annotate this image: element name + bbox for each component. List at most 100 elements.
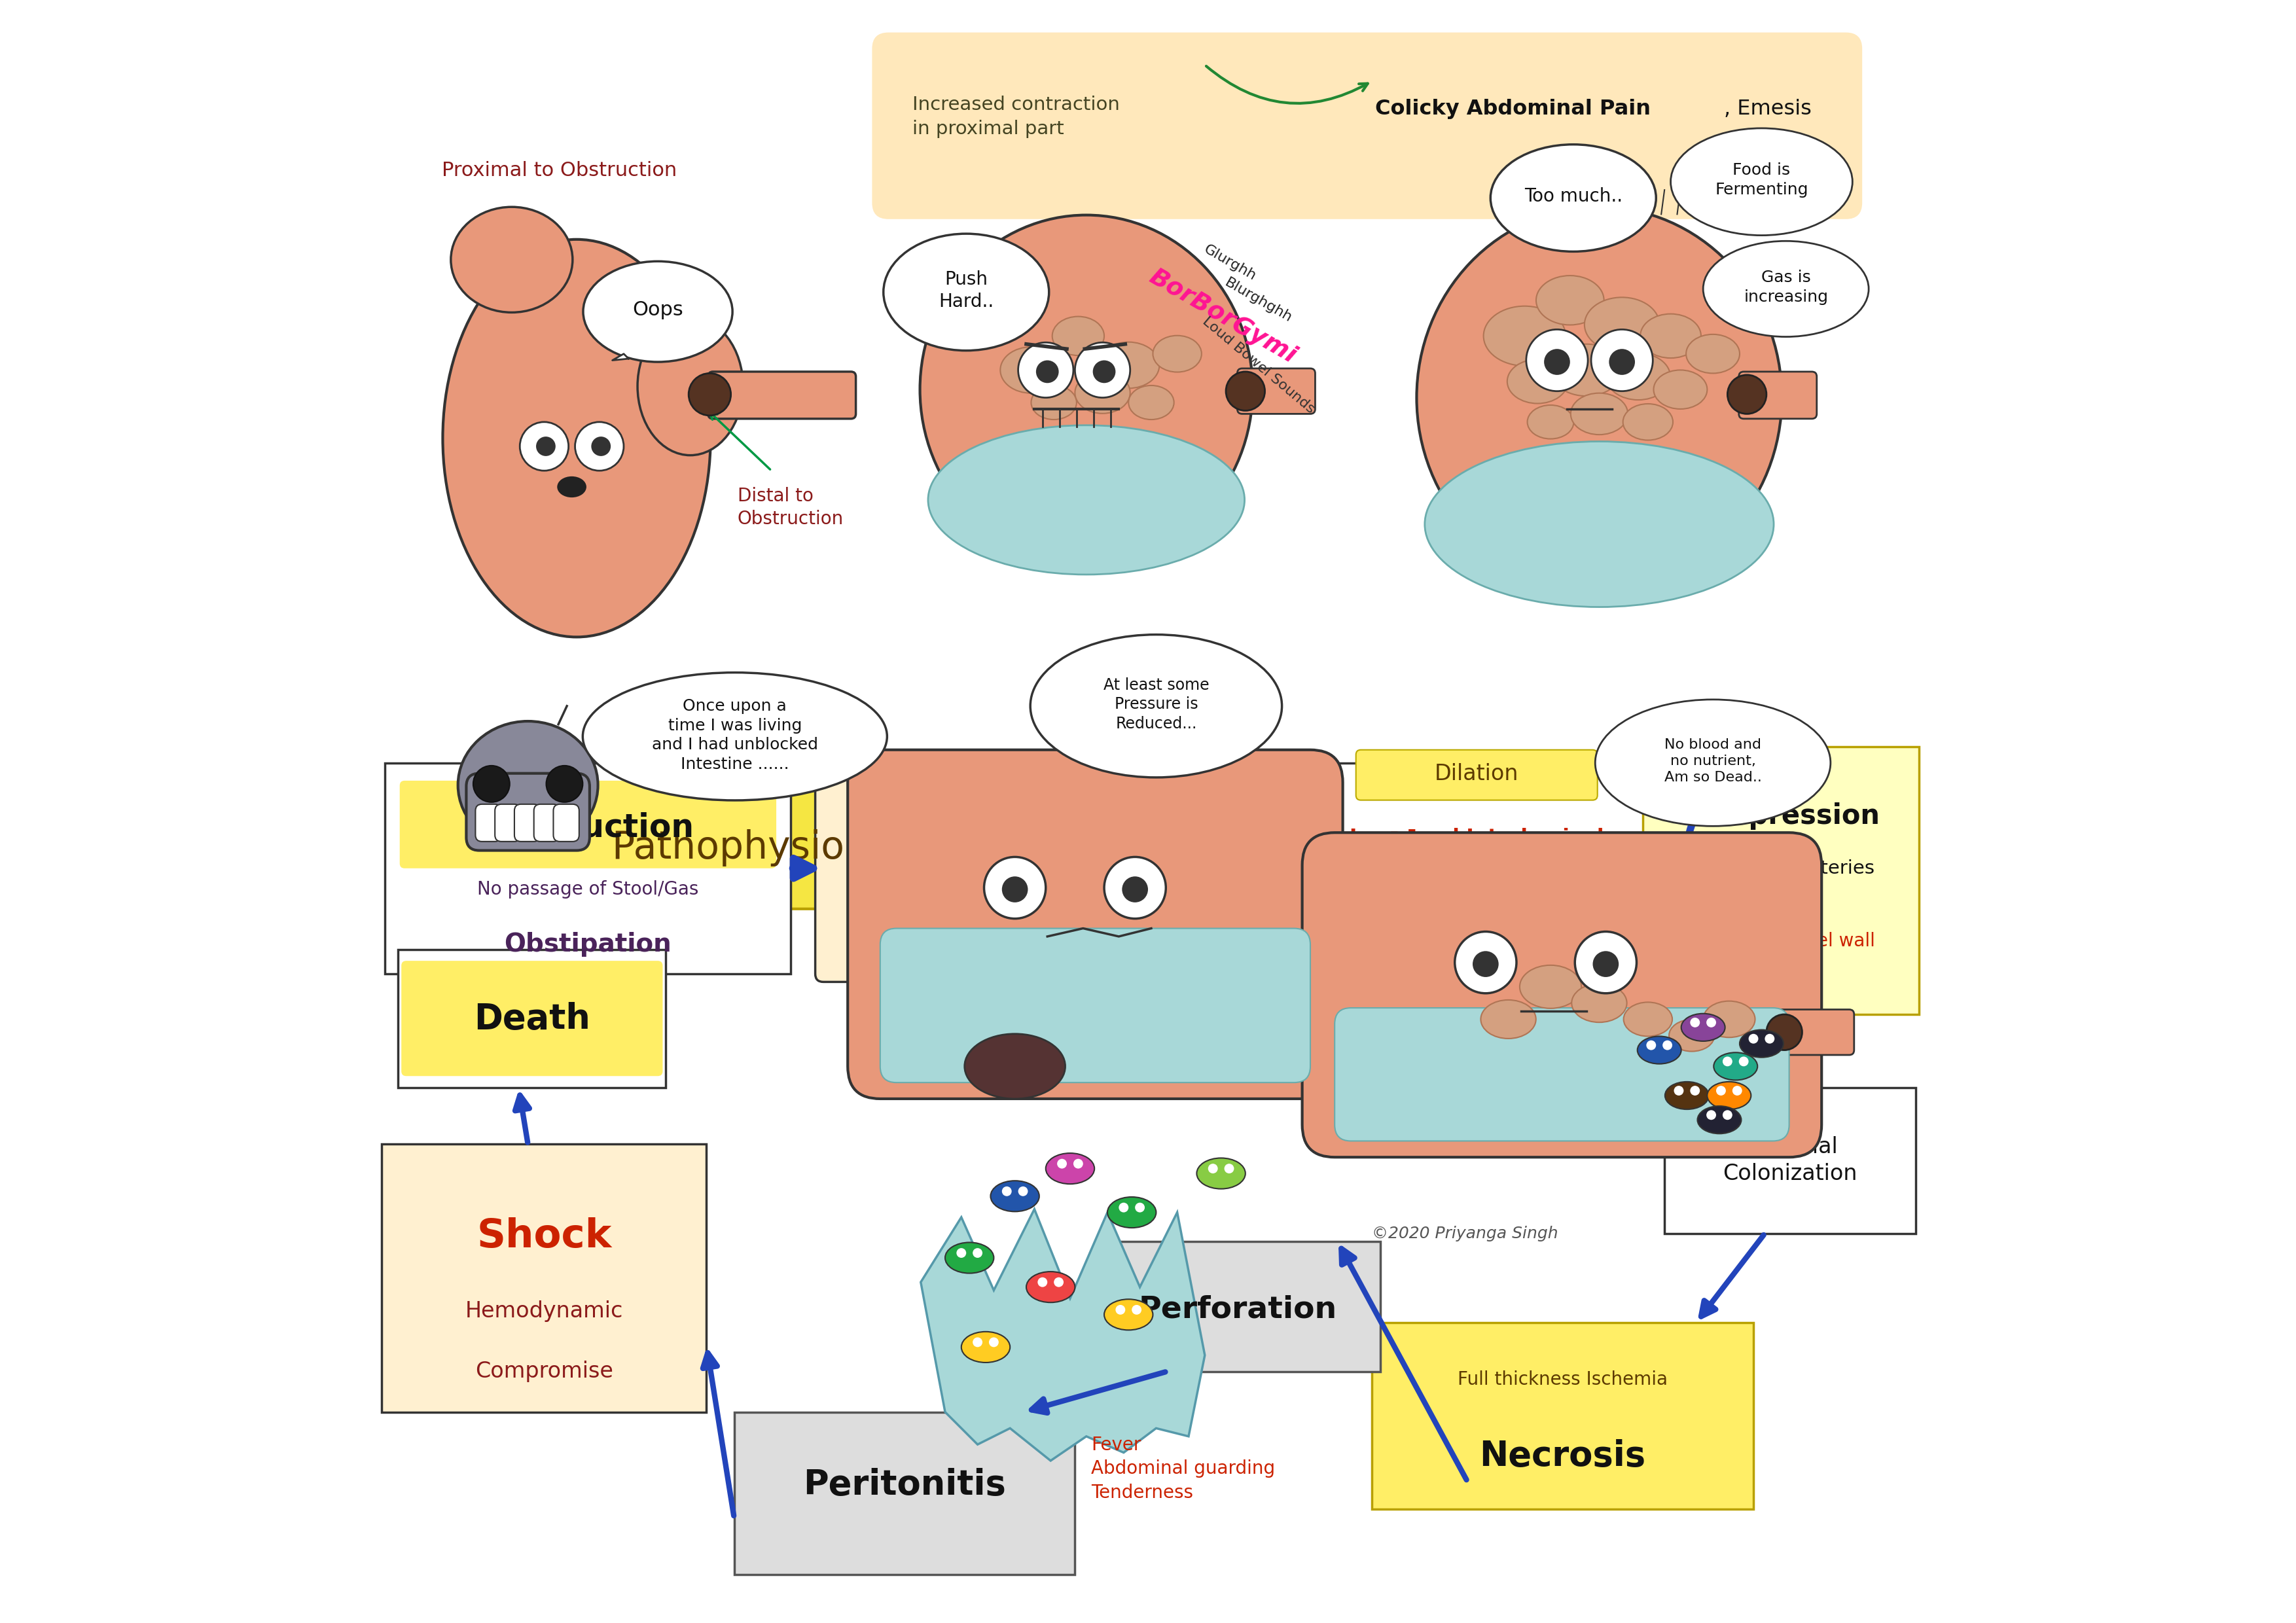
Ellipse shape (1483, 307, 1566, 365)
FancyBboxPatch shape (1238, 368, 1316, 414)
Ellipse shape (1550, 344, 1621, 396)
Circle shape (1075, 342, 1130, 398)
Ellipse shape (1026, 1272, 1075, 1302)
Ellipse shape (1052, 316, 1104, 355)
Circle shape (1722, 1057, 1733, 1066)
Circle shape (1208, 1164, 1217, 1173)
Circle shape (592, 437, 611, 456)
Text: Death: Death (473, 1003, 590, 1035)
Ellipse shape (1740, 1029, 1784, 1058)
Ellipse shape (1685, 334, 1740, 373)
Text: of vein and arteries: of vein and arteries (1688, 859, 1874, 878)
Text: BorBorGymi: BorBorGymi (1146, 265, 1300, 368)
Text: Edema of bowel wall: Edema of bowel wall (1688, 932, 1876, 951)
Text: Necrosis: Necrosis (1479, 1440, 1646, 1472)
Ellipse shape (1031, 386, 1077, 419)
Text: Dilation: Dilation (1435, 763, 1518, 786)
FancyBboxPatch shape (1777, 1010, 1855, 1055)
Ellipse shape (1665, 1083, 1708, 1110)
Text: Compromise: Compromise (475, 1360, 613, 1383)
Circle shape (974, 1337, 983, 1347)
Circle shape (574, 422, 625, 471)
Text: No passage of Stool/Gas: No passage of Stool/Gas (478, 880, 698, 899)
FancyBboxPatch shape (1644, 747, 1919, 1014)
FancyBboxPatch shape (402, 961, 664, 1076)
Circle shape (519, 422, 569, 471)
Ellipse shape (1653, 370, 1708, 409)
Circle shape (1116, 1305, 1125, 1315)
Text: Increased contraction
in proximal part: Increased contraction in proximal part (912, 96, 1120, 138)
Ellipse shape (1104, 1298, 1153, 1331)
Ellipse shape (1697, 1107, 1740, 1134)
Ellipse shape (962, 1331, 1010, 1363)
Text: No blood and
no nutrient,
Am so Dead..: No blood and no nutrient, Am so Dead.. (1665, 738, 1761, 784)
Ellipse shape (583, 261, 732, 362)
FancyBboxPatch shape (553, 805, 579, 842)
FancyBboxPatch shape (397, 949, 666, 1087)
Circle shape (1593, 951, 1619, 977)
Text: Obstruction: Obstruction (482, 812, 693, 844)
Text: Colicky Abdominal Pain: Colicky Abdominal Pain (1375, 99, 1651, 118)
Circle shape (1456, 932, 1515, 993)
FancyBboxPatch shape (496, 805, 521, 842)
Circle shape (1056, 1159, 1068, 1169)
Ellipse shape (1031, 635, 1281, 777)
Ellipse shape (928, 425, 1244, 575)
Text: Blurghghh: Blurghghh (1224, 276, 1295, 325)
Text: Gas is
increasing: Gas is increasing (1743, 269, 1828, 305)
Ellipse shape (921, 214, 1254, 565)
Circle shape (1123, 876, 1148, 902)
FancyBboxPatch shape (707, 372, 856, 419)
Circle shape (1733, 1086, 1743, 1096)
Text: Too much..: Too much.. (1525, 187, 1623, 206)
Ellipse shape (1671, 128, 1853, 235)
Text: Distal to
Obstruction: Distal to Obstruction (737, 487, 843, 527)
Circle shape (1715, 1086, 1727, 1096)
Circle shape (1706, 1110, 1715, 1120)
Ellipse shape (1196, 1159, 1244, 1188)
Circle shape (1575, 932, 1637, 993)
Ellipse shape (990, 1182, 1040, 1211)
Circle shape (1766, 1014, 1802, 1050)
Ellipse shape (583, 672, 886, 800)
Ellipse shape (1153, 336, 1201, 372)
Ellipse shape (1490, 144, 1655, 252)
Text: Hemodynamic: Hemodynamic (466, 1300, 622, 1323)
Circle shape (1472, 951, 1499, 977)
Circle shape (974, 1248, 983, 1258)
Ellipse shape (1107, 1198, 1157, 1227)
Circle shape (1766, 1034, 1775, 1044)
Text: Push
Hard..: Push Hard.. (939, 269, 994, 312)
Ellipse shape (1607, 354, 1669, 399)
Circle shape (1543, 349, 1570, 375)
Circle shape (1727, 375, 1766, 414)
Text: Once upon a
time I was living
and I had unblocked
Intestine ......: Once upon a time I was living and I had … (652, 698, 817, 773)
Circle shape (1224, 1164, 1233, 1173)
Circle shape (1093, 360, 1116, 383)
Text: Glurghh: Glurghh (1201, 243, 1258, 282)
FancyBboxPatch shape (735, 1412, 1075, 1574)
Text: Fever
Abdominal guarding
Tenderness: Fever Abdominal guarding Tenderness (1091, 1436, 1274, 1501)
Ellipse shape (558, 477, 585, 497)
Text: Oops: Oops (631, 300, 684, 320)
Circle shape (1527, 329, 1589, 391)
Ellipse shape (450, 208, 572, 312)
Ellipse shape (1669, 1019, 1715, 1052)
FancyBboxPatch shape (535, 805, 560, 842)
FancyBboxPatch shape (1302, 833, 1821, 1157)
Circle shape (1072, 1159, 1084, 1169)
Text: and swallowed air: and swallowed air (944, 932, 1109, 951)
Ellipse shape (1596, 700, 1830, 826)
Ellipse shape (443, 240, 709, 638)
Ellipse shape (1506, 359, 1568, 404)
Circle shape (1017, 1186, 1029, 1196)
Ellipse shape (884, 234, 1049, 351)
Circle shape (1017, 342, 1072, 398)
Text: At least some
Pressure is
Reduced...: At least some Pressure is Reduced... (1102, 677, 1210, 732)
Circle shape (1054, 1277, 1063, 1287)
FancyBboxPatch shape (1738, 372, 1816, 419)
Polygon shape (921, 1209, 1205, 1461)
FancyBboxPatch shape (381, 1144, 707, 1412)
Circle shape (1104, 857, 1166, 919)
Text: Accumulation: Accumulation (914, 813, 1139, 842)
